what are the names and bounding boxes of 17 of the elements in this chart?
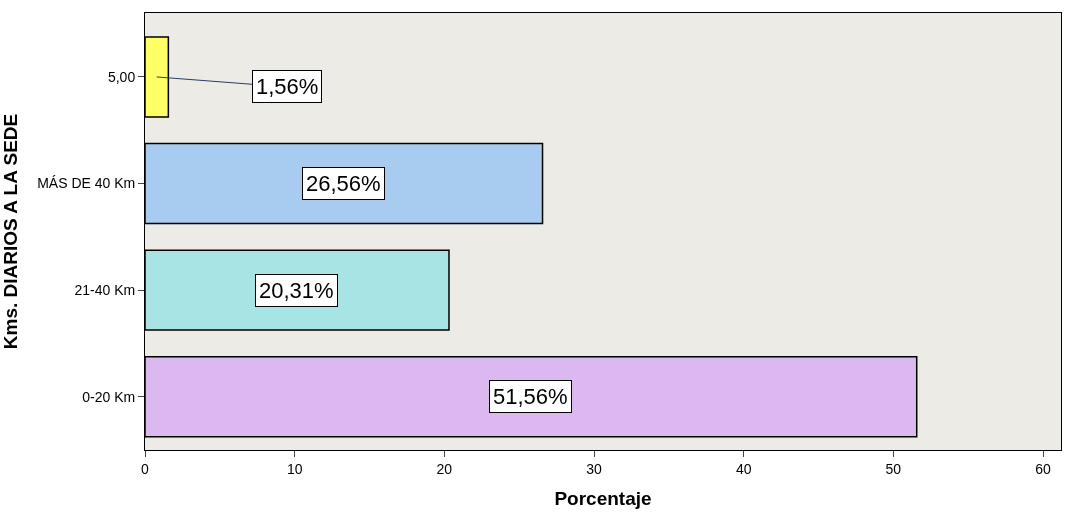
x-tick-label: 50: [885, 460, 902, 477]
data-label: 1,56%: [256, 74, 319, 99]
x-tick-label: 10: [286, 460, 303, 477]
x-tick-label: 40: [735, 460, 752, 477]
x-tick-label: 60: [1035, 460, 1052, 477]
y-tick-label: MÁS DE 40 Km: [37, 175, 136, 192]
y-tick-label: 0-20 Km: [82, 388, 136, 405]
y-axis-title: Kms. DIARIOS A LA SEDE: [0, 113, 21, 350]
data-label: 26,56%: [306, 171, 381, 196]
y-tick-label: 5,00: [107, 68, 136, 85]
x-axis-title: Porcentaje: [554, 487, 652, 509]
x-tick-label: 20: [436, 460, 453, 477]
y-tick-label: 21-40 Km: [74, 282, 136, 299]
data-label: 51,56%: [493, 384, 568, 409]
x-tick-label: 0: [141, 460, 150, 477]
data-label: 20,31%: [259, 278, 334, 303]
x-tick-label: 30: [586, 460, 603, 477]
